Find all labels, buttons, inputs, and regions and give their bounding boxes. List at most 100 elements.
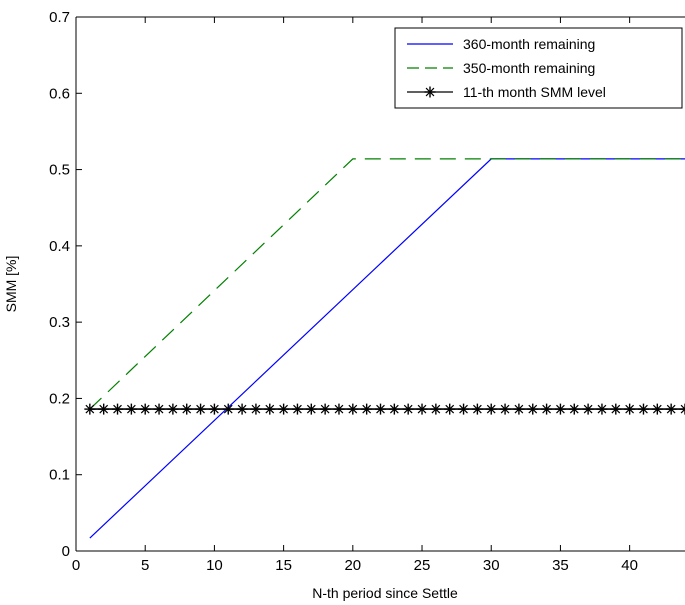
marker-stroke-d2	[223, 404, 233, 414]
marker-stroke-d2	[140, 404, 150, 414]
x-tick-label: 25	[414, 557, 431, 574]
series-3-point	[84, 403, 96, 415]
y-tick-label: 0.2	[49, 390, 70, 407]
series-3-point	[195, 403, 207, 415]
marker-stroke-d2	[417, 404, 427, 414]
marker-stroke-d2	[376, 404, 385, 414]
series-3-point	[181, 403, 193, 415]
series-3-point	[430, 403, 442, 415]
y-tick-label: 0.3	[49, 314, 70, 331]
marker-stroke-d2	[542, 404, 551, 414]
marker-stroke-d2	[293, 404, 302, 414]
x-tick-label: 35	[552, 557, 569, 574]
marker-stroke-d2	[237, 404, 247, 414]
marker-stroke-d2	[486, 404, 496, 414]
marker-stroke-d2	[251, 404, 261, 414]
series-3-point	[250, 403, 262, 415]
axes-layer	[75, 16, 685, 552]
marker-stroke-d2	[348, 404, 358, 414]
marker-stroke-d2	[569, 404, 579, 414]
x-tick-label: 40	[621, 557, 638, 574]
legend-label-2: 350-month remaining	[463, 60, 595, 76]
series-3-point	[375, 403, 386, 415]
marker-stroke-d2	[597, 404, 607, 414]
y-tick-label: 0	[62, 543, 70, 560]
y-tick-label: 0.5	[49, 162, 70, 179]
series-3-point	[471, 403, 483, 415]
series-3-point	[541, 403, 553, 415]
series-3-point	[554, 403, 566, 415]
legend-label-1: 360-month remaining	[463, 36, 595, 52]
marker-stroke-d2	[625, 404, 635, 414]
marker-stroke-d2	[403, 404, 413, 414]
marker-stroke-d2	[425, 87, 435, 97]
series-layer	[84, 158, 685, 539]
series-3-point	[679, 403, 685, 415]
series-line-2	[89, 158, 685, 410]
marker-stroke-d2	[556, 404, 565, 414]
marker-stroke-d2	[168, 404, 178, 414]
marker-stroke-d2	[500, 404, 510, 414]
marker-stroke-d2	[652, 404, 662, 414]
marker-stroke-d2	[265, 404, 275, 414]
series-3-point	[582, 403, 594, 415]
series-3-point	[278, 403, 290, 415]
legend-box	[394, 27, 683, 109]
series-3-point	[416, 403, 428, 415]
series-3-point	[347, 403, 359, 415]
series-3-point	[208, 403, 220, 415]
ticks-layer: 0 5 10 15 20 25 30 35 40 0 0.1 0.2 0.3 0.4 0.5 0.6 0.7	[49, 9, 638, 574]
series-3-point	[596, 403, 608, 415]
marker-stroke-d2	[182, 404, 192, 414]
marker-stroke-d2	[126, 404, 136, 414]
series-3-point	[665, 403, 677, 415]
series-3-point	[125, 403, 137, 415]
marker-stroke-d2	[362, 404, 372, 414]
series-3-point	[361, 403, 373, 415]
legend-marker-3	[424, 86, 436, 98]
marker-stroke-d2	[210, 404, 219, 414]
marker-stroke-d2	[113, 404, 122, 414]
series-3-point	[624, 403, 636, 415]
x-tick-label: 5	[141, 557, 149, 574]
series-3-point	[153, 403, 165, 415]
series-3-point	[388, 403, 400, 415]
series-3-point	[291, 403, 303, 415]
x-tick-label: 10	[206, 557, 223, 574]
x-tick-label: 0	[72, 557, 80, 574]
series-3-point	[637, 403, 649, 415]
series-3-point	[98, 403, 110, 415]
series-3-point	[319, 403, 331, 415]
x-axis-title: N-th period since Settle	[312, 585, 458, 601]
marker-stroke-d2	[639, 404, 648, 414]
series-3-point	[333, 403, 345, 415]
y-tick-label: 0.7	[49, 9, 70, 26]
series-3-point	[513, 403, 525, 415]
marker-stroke-d2	[431, 404, 441, 414]
marker-stroke-d2	[154, 404, 164, 414]
series-3-point	[444, 403, 456, 415]
marker-stroke-d2	[528, 404, 538, 414]
marker-stroke-d2	[85, 404, 95, 414]
marker-stroke-d2	[99, 404, 109, 414]
series-3-point	[112, 403, 124, 415]
marker-stroke-d2	[611, 404, 621, 414]
marker-stroke-d2	[320, 404, 330, 414]
series-3-point	[610, 403, 622, 415]
y-axis-title: SMM [%]	[3, 256, 19, 313]
marker-stroke-d2	[334, 404, 344, 414]
marker-stroke-d2	[445, 404, 455, 414]
marker-stroke-d2	[389, 404, 399, 414]
series-3-point	[499, 403, 511, 415]
marker-stroke-d2	[459, 404, 468, 414]
marker-stroke-d2	[680, 408, 685, 414]
legend: 360-month remaining 350-month remaining 11…	[394, 27, 683, 109]
series-3-point	[568, 403, 580, 415]
marker-stroke-d2	[306, 404, 316, 414]
x-tick-label: 20	[344, 557, 361, 574]
marker-stroke-d2	[279, 404, 288, 414]
series-3-point	[236, 403, 248, 415]
y-tick-label: 0.6	[49, 85, 70, 102]
series-3-point	[222, 403, 234, 415]
